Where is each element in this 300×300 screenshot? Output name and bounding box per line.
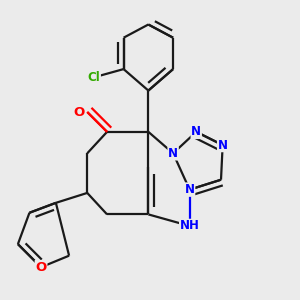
Text: N: N bbox=[218, 139, 228, 152]
Text: N: N bbox=[191, 125, 201, 138]
Text: NH: NH bbox=[180, 220, 200, 232]
Text: Cl: Cl bbox=[88, 71, 100, 84]
Text: O: O bbox=[74, 106, 85, 118]
Text: O: O bbox=[35, 261, 46, 274]
Text: N: N bbox=[168, 147, 178, 160]
Text: N: N bbox=[184, 183, 195, 196]
